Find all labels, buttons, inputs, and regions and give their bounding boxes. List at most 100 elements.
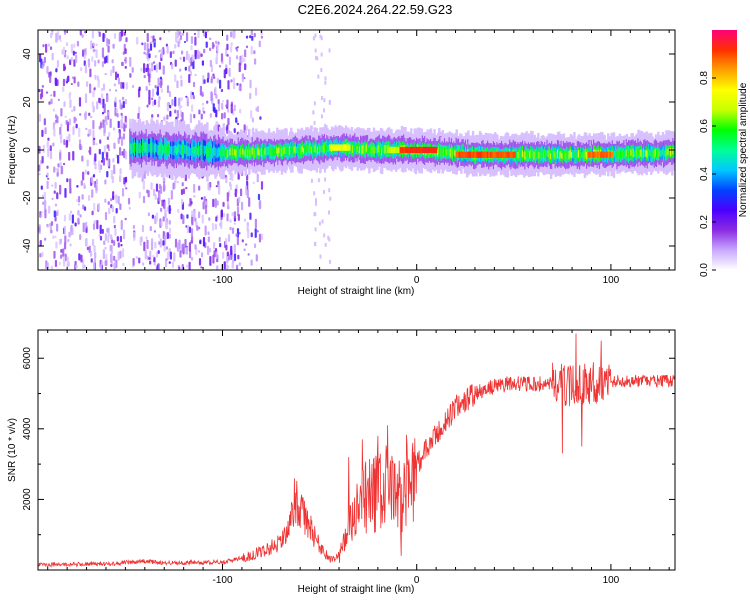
noise-cell <box>206 100 209 104</box>
noise-cell <box>227 254 231 261</box>
noise-cell <box>95 178 99 185</box>
noise-cell <box>83 54 86 60</box>
noise-cell <box>207 182 210 191</box>
noise-cell <box>232 259 235 263</box>
noise-cell <box>83 264 86 269</box>
noise-cell <box>220 220 223 229</box>
noise-cell <box>323 108 326 113</box>
peak-cell <box>392 146 395 154</box>
noise-cell <box>189 70 193 76</box>
noise-cell <box>118 99 122 103</box>
noise-cell <box>156 91 159 95</box>
noise-cell <box>313 241 316 246</box>
noise-cell <box>143 75 146 79</box>
noise-cell <box>241 77 244 83</box>
peak-cell <box>474 151 477 158</box>
noise-cell <box>217 102 221 112</box>
noise-cell <box>206 30 209 33</box>
noise-cell <box>50 98 53 105</box>
noise-cell <box>105 55 108 63</box>
spectrogram-y-tick-label: -40 <box>22 238 33 253</box>
noise-cell <box>110 263 113 268</box>
noise-cell <box>250 46 253 55</box>
noise-cell <box>41 64 44 69</box>
noise-cell <box>63 214 67 222</box>
noise-cell <box>191 210 194 218</box>
noise-cell <box>103 103 106 114</box>
noise-cell <box>186 96 189 104</box>
noise-cell <box>168 227 172 234</box>
peak-cell <box>481 151 485 158</box>
noise-cell <box>174 96 177 107</box>
noise-cell <box>238 62 241 73</box>
noise-cell <box>231 212 234 217</box>
noise-cell <box>66 178 69 183</box>
noise-cell <box>183 40 187 44</box>
noise-cell <box>205 41 208 48</box>
noise-cell <box>91 30 95 39</box>
noise-cell <box>328 100 331 105</box>
noise-cell <box>222 201 225 207</box>
noise-cell <box>148 53 151 59</box>
snr-y-tick-label: 6000 <box>22 347 33 370</box>
noise-cell <box>198 185 201 191</box>
noise-cell <box>185 264 189 268</box>
noise-cell <box>226 251 229 257</box>
peak-cell <box>489 151 493 158</box>
noise-cell <box>68 231 71 238</box>
noise-cell <box>156 113 160 118</box>
peak-cell <box>338 144 342 151</box>
noise-cell <box>65 119 68 125</box>
noise-cell <box>106 170 109 178</box>
peak-cell <box>406 146 410 154</box>
noise-cell <box>122 101 125 109</box>
snr-y-label: SNR (10 * v/v) <box>7 418 18 482</box>
peak-cell <box>405 146 408 154</box>
peak-cell <box>425 146 428 154</box>
noise-cell <box>69 99 72 108</box>
noise-cell <box>143 51 146 55</box>
noise-cell <box>119 235 123 243</box>
noise-cell <box>197 54 200 60</box>
noise-cell <box>41 251 44 258</box>
colorbar-tick-label: 0.0 <box>699 263 710 277</box>
noise-cell <box>38 54 42 63</box>
noise-cell <box>245 35 249 39</box>
noise-cell <box>122 229 126 240</box>
noise-cell <box>113 240 116 246</box>
noise-cell <box>155 212 159 222</box>
noise-cell <box>137 112 140 120</box>
noise-cell <box>314 227 317 232</box>
noise-cell <box>239 108 242 114</box>
noise-cell <box>107 201 110 205</box>
noise-cell <box>235 233 238 237</box>
noise-cell <box>200 197 204 200</box>
noise-cell <box>60 254 63 259</box>
noise-cell <box>233 81 236 90</box>
peak-cell <box>471 151 474 158</box>
noise-cell <box>219 79 222 89</box>
peak-cell <box>426 146 430 154</box>
noise-cell <box>164 259 168 268</box>
noise-cell <box>81 34 84 38</box>
noise-cell <box>82 171 85 181</box>
noise-cell <box>60 248 63 253</box>
noise-cell <box>57 163 60 168</box>
colorbar-tick-label: 0.8 <box>699 71 710 85</box>
noise-cell <box>182 56 186 62</box>
noise-cell <box>104 116 107 123</box>
noise-cell <box>114 228 117 236</box>
noise-cell <box>117 154 120 164</box>
noise-cell <box>45 43 48 53</box>
noise-cell <box>214 86 217 95</box>
noise-cell <box>179 56 182 60</box>
noise-cell <box>169 110 172 117</box>
noise-cell <box>79 113 82 116</box>
noise-cell <box>54 259 58 267</box>
noise-cell <box>320 68 323 73</box>
noise-cell <box>244 63 247 71</box>
noise-cell <box>93 262 96 270</box>
noise-cell <box>171 99 174 106</box>
noise-cell <box>238 196 241 204</box>
noise-cell <box>145 86 148 91</box>
